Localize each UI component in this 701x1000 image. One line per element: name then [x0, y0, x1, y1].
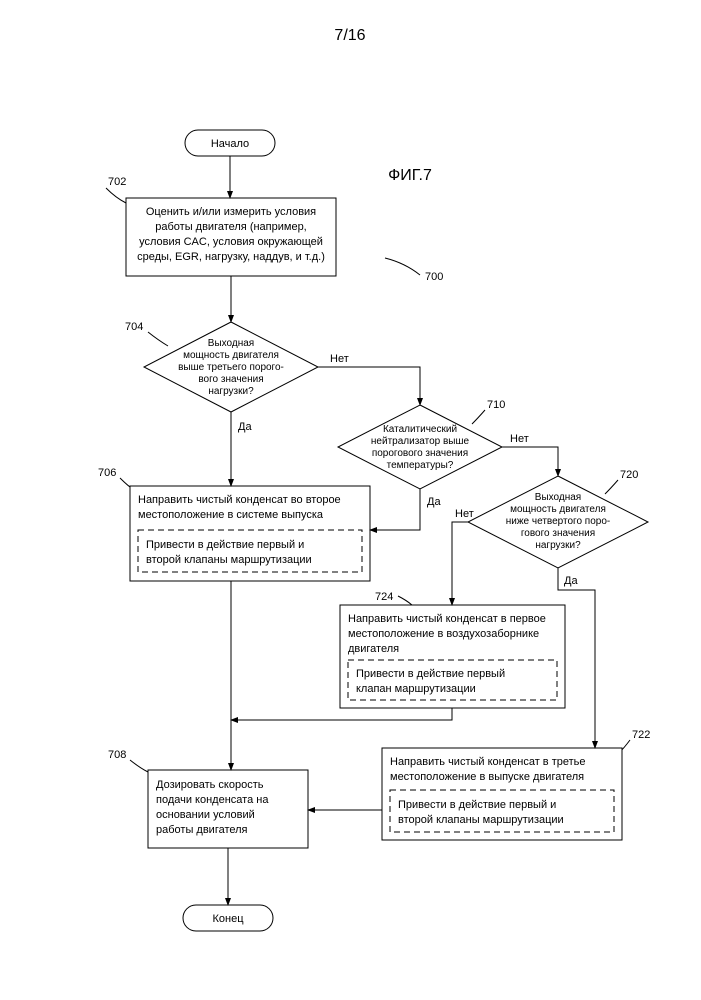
t720-3: ниже четвертого поро- [506, 516, 611, 527]
t708-4: работы двигателя [156, 824, 248, 836]
lbl-710-no: Нет [510, 433, 529, 445]
t722-s1: Привести в действие первый и [398, 799, 556, 811]
t704-2: мощность двигателя [183, 350, 279, 361]
ref-722: 722 [632, 729, 650, 741]
t710-4: температуры? [387, 460, 454, 471]
t708-1: Дозировать скорость [156, 779, 264, 791]
t708-2: подачи конденсата на [156, 794, 269, 806]
t704-1: Выходная [208, 338, 254, 349]
t722-s2: второй клапаны маршрутизации [398, 814, 564, 826]
page-header: 7/16 [334, 27, 365, 44]
lbl-704-yes: Да [238, 421, 252, 433]
t720-2: мощность двигателя [510, 504, 606, 515]
ref-708: 708 [108, 749, 126, 761]
t720-5: нагрузки? [535, 540, 581, 551]
t708-3: основании условий [156, 809, 255, 821]
terminal-end-label: Конец [212, 913, 244, 925]
t722-1: Направить чистый конденсат в третье [390, 756, 586, 768]
lbl-710-yes: Да [427, 496, 441, 508]
lbl-704-no: Нет [330, 353, 349, 365]
t724-1: Направить чистый конденсат в первое [348, 613, 546, 625]
ref-702: 702 [108, 176, 126, 188]
t720-4: гового значения [521, 528, 595, 539]
t724-2: местоположение в воздухозаборнике [348, 628, 539, 640]
ref-720: 720 [620, 469, 638, 481]
ref-710: 710 [487, 399, 505, 411]
t724-s1: Привести в действие первый [356, 668, 505, 680]
t706-1: Направить чистый конденсат во второе [138, 494, 341, 506]
t722-2: местоположение в выпуске двигателя [390, 771, 584, 783]
terminal-start-label: Начало [211, 138, 249, 150]
t710-3: порогового значения [372, 448, 468, 459]
ref-724: 724 [375, 591, 393, 603]
t720-1: Выходная [535, 492, 581, 503]
decision-710 [338, 405, 502, 489]
lbl-720-no: Нет [455, 508, 474, 520]
t706-s2: второй клапаны маршрутизации [146, 554, 312, 566]
lbl-720-yes: Да [564, 575, 578, 587]
t704-4: вого значения [198, 374, 263, 385]
t702-1: Оценить и/или измерить условия [146, 206, 316, 218]
t706-s1: Привести в действие первый и [146, 539, 304, 551]
t710-2: нейтрализатор выше [371, 436, 470, 447]
ref-704: 704 [125, 321, 143, 333]
t706-2: местоположение в системе выпуска [138, 509, 324, 521]
t702-3: условия CAC, условия окружающей [139, 236, 323, 248]
t724-s2: клапан маршрутизации [356, 683, 476, 695]
ref-700: 700 [425, 271, 443, 283]
t702-4: среды, EGR, нагрузку, наддув, и т.д.) [137, 251, 325, 263]
t704-5: нагрузки? [208, 386, 254, 397]
figure-label: ФИГ.7 [388, 167, 432, 184]
t710-1: Каталитический [383, 424, 457, 435]
t702-2: работы двигателя (например, [155, 221, 307, 233]
flowchart: 7/16 ФИГ.7 700 Начало 702 Оценить и/или … [0, 0, 701, 1000]
ref-706: 706 [98, 467, 116, 479]
t704-3: выше третьего порого- [178, 362, 284, 373]
t724-3: двигателя [348, 643, 399, 655]
